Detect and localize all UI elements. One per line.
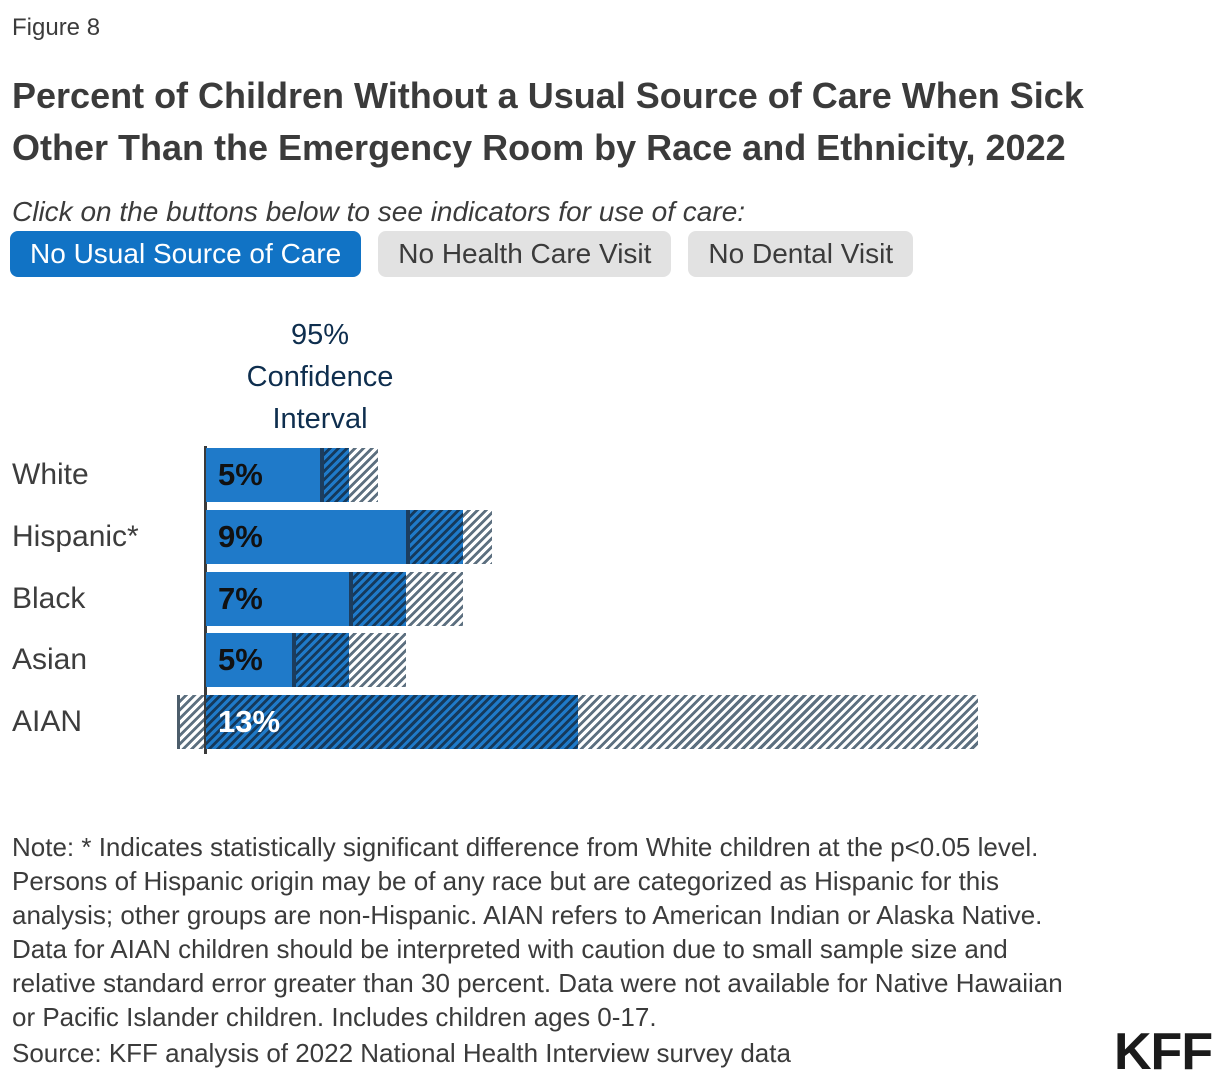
bar-solid-black	[206, 572, 349, 626]
ci-lower-below-zero-aian	[177, 695, 204, 749]
footnote-line-5: relative standard error greater than 30 …	[12, 968, 1063, 998]
ci-lower-hatch-aian	[206, 695, 578, 749]
bar-solid-hispanic	[206, 510, 407, 564]
ci-upper-hatch-aian	[577, 695, 979, 749]
bar-value-label-asian: 5%	[218, 642, 263, 677]
bar-row-white: 5%	[0, 448, 1220, 502]
footnote-line-1: Note: * Indicates statistically signific…	[12, 832, 1039, 862]
bar-solid-asian	[206, 633, 292, 687]
ci-upper-hatch-black	[406, 572, 464, 626]
bar-row-hispanic: 9%	[0, 510, 1220, 564]
bar-value-label-black: 7%	[218, 581, 263, 616]
figure-title: Percent of Children Without a Usual Sour…	[12, 70, 1084, 174]
instruction-text: Click on the buttons below to see indica…	[12, 196, 746, 227]
ci-lower-hatch-hispanic	[406, 510, 464, 564]
footnote-line-4: Data for AIAN children should be interpr…	[12, 934, 1008, 964]
bar-value-label-aian: 13%	[218, 704, 281, 739]
bar-value-label-hispanic: 9%	[218, 519, 263, 554]
figure-number: Figure 8	[12, 14, 101, 41]
button-no-health-care-visit[interactable]: No Health Care Visit	[378, 231, 672, 277]
ci-upper-hatch-asian	[349, 633, 407, 687]
ci-lower-hatch-black	[349, 572, 407, 626]
footnote: Note: * Indicates statistically signific…	[12, 830, 1063, 1034]
ci-lower-hatch-asian	[291, 633, 349, 687]
kff-logo: KFF	[1114, 1023, 1213, 1080]
ci-label-line-2: Confidence	[246, 361, 394, 393]
bar-value-label-white: 5%	[218, 457, 263, 492]
ci-label-line-1: 95%	[290, 319, 350, 351]
category-label-asian: Asian	[12, 643, 88, 676]
ci-label-line-3: Interval	[272, 403, 368, 435]
confidence-interval-label: 95% Confidence Interval	[205, 314, 435, 440]
source-text: Source: KFF analysis of 2022 National He…	[12, 1038, 791, 1068]
figure-title-line-2: Other Than the Emergency Room by Race an…	[12, 127, 1066, 168]
figure-title-line-1: Percent of Children Without a Usual Sour…	[12, 75, 1084, 116]
bar-row-aian: 13%	[0, 695, 1220, 749]
footnote-line-2: Persons of Hispanic origin may be of any…	[12, 866, 1000, 896]
ci-upper-hatch-white	[349, 448, 378, 502]
ci-lower-hatch-white	[320, 448, 349, 502]
button-no-dental-visit[interactable]: No Dental Visit	[688, 231, 914, 277]
category-label-hispanic: Hispanic*	[12, 520, 139, 553]
y-axis-line	[204, 446, 207, 754]
footnote-line-3: analysis; other groups are non-Hispanic.…	[12, 900, 1043, 930]
category-label-white: White	[12, 458, 89, 491]
ci-upper-hatch-hispanic	[463, 510, 492, 564]
category-label-black: Black	[12, 582, 86, 615]
category-label-aian: AIAN	[12, 705, 83, 738]
indicator-button-group: No Usual Source of Care No Health Care V…	[10, 231, 914, 277]
footnote-line-6: or Pacific Islander children. Includes c…	[12, 1002, 657, 1032]
bar-solid-white	[206, 448, 321, 502]
button-no-usual-source-of-care[interactable]: No Usual Source of Care	[10, 231, 362, 277]
bar-row-asian: 5%	[0, 633, 1220, 687]
bar-row-black: 7%	[0, 572, 1220, 626]
